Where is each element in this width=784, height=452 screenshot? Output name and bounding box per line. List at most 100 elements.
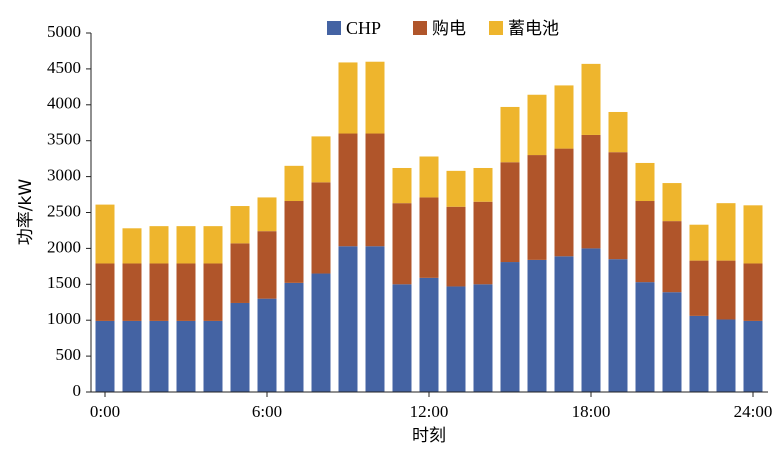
bar-battery-19 bbox=[608, 111, 628, 153]
y-tick-label: 500 bbox=[56, 345, 82, 364]
bar-chp-23 bbox=[716, 319, 736, 392]
bar-chp-3 bbox=[176, 320, 196, 392]
bar-chp-4 bbox=[203, 320, 223, 392]
bar-chp-22 bbox=[689, 315, 709, 392]
bar-chp-9 bbox=[338, 246, 358, 392]
bar-grid-purchase-0 bbox=[95, 263, 115, 321]
bar-grid-purchase-4 bbox=[203, 263, 223, 321]
legend-label: 购电 bbox=[432, 19, 466, 39]
y-tick-label: 4000 bbox=[47, 94, 81, 113]
bar-grid-purchase-1 bbox=[122, 263, 142, 321]
y-tick-label: 0 bbox=[73, 381, 82, 400]
bar-grid-purchase-21 bbox=[662, 221, 682, 293]
bar-battery-15 bbox=[500, 106, 520, 163]
bar-grid-purchase-11 bbox=[392, 203, 412, 285]
bar-grid-purchase-20 bbox=[635, 201, 655, 283]
bar-grid-purchase-10 bbox=[365, 133, 385, 247]
bar-battery-5 bbox=[230, 206, 250, 244]
bar-chp-24 bbox=[743, 320, 763, 392]
bar-battery-22 bbox=[689, 224, 709, 261]
bar-chp-21 bbox=[662, 292, 682, 392]
bar-chp-13 bbox=[446, 286, 466, 392]
bar-grid-purchase-22 bbox=[689, 260, 709, 316]
y-tick-label: 5000 bbox=[47, 22, 81, 41]
legend-swatch bbox=[489, 21, 503, 35]
bar-chp-16 bbox=[527, 259, 547, 392]
bar-battery-23 bbox=[716, 203, 736, 261]
bar-grid-purchase-15 bbox=[500, 162, 520, 263]
bar-chp-20 bbox=[635, 282, 655, 392]
bar-grid-purchase-5 bbox=[230, 243, 250, 303]
y-tick-label: 4500 bbox=[47, 58, 81, 77]
bar-chp-18 bbox=[581, 248, 601, 392]
bar-chp-0 bbox=[95, 320, 115, 392]
y-tick-label: 3000 bbox=[47, 166, 81, 185]
bar-chp-15 bbox=[500, 262, 520, 392]
bar-chp-6 bbox=[257, 298, 277, 392]
bar-grid-purchase-19 bbox=[608, 152, 628, 260]
bar-battery-4 bbox=[203, 226, 223, 264]
y-tick-label: 2500 bbox=[47, 201, 81, 220]
bar-chp-7 bbox=[284, 282, 304, 392]
bar-chp-1 bbox=[122, 320, 142, 392]
bar-chp-2 bbox=[149, 320, 169, 392]
bar-area bbox=[95, 61, 763, 392]
x-tick-label: 18:00 bbox=[572, 402, 611, 421]
bar-battery-9 bbox=[338, 62, 358, 134]
bar-battery-6 bbox=[257, 197, 277, 232]
bar-grid-purchase-7 bbox=[284, 201, 304, 283]
x-tick-label: 0:00 bbox=[90, 402, 120, 421]
bar-battery-20 bbox=[635, 162, 655, 202]
bar-grid-purchase-8 bbox=[311, 182, 331, 274]
bar-chp-8 bbox=[311, 273, 331, 392]
legend-label: CHP bbox=[346, 18, 381, 38]
bar-battery-13 bbox=[446, 170, 466, 207]
bar-battery-3 bbox=[176, 226, 196, 264]
bar-battery-11 bbox=[392, 167, 412, 204]
y-tick-label: 1000 bbox=[47, 309, 81, 328]
bar-grid-purchase-17 bbox=[554, 148, 574, 257]
bar-battery-12 bbox=[419, 156, 439, 198]
bar-battery-10 bbox=[365, 61, 385, 134]
y-ticks: 0 500 1000 1500 2000 2500 3000 3500 4000 4500 5000 bbox=[47, 22, 91, 400]
bar-chp-14 bbox=[473, 284, 493, 392]
legend-label: 蓄电池 bbox=[508, 19, 559, 39]
bar-battery-8 bbox=[311, 136, 331, 183]
bar-battery-1 bbox=[122, 228, 142, 264]
bar-battery-24 bbox=[743, 205, 763, 264]
bar-chp-10 bbox=[365, 246, 385, 392]
x-tick-label: 24:00 bbox=[734, 402, 773, 421]
y-tick-label: 2000 bbox=[47, 237, 81, 256]
bar-chp-12 bbox=[419, 277, 439, 392]
x-tick-label: 6:00 bbox=[252, 402, 282, 421]
legend-swatch bbox=[413, 21, 427, 35]
x-ticks: 0:00 6:00 12:00 18:00 24:00 bbox=[90, 392, 772, 421]
bar-grid-purchase-12 bbox=[419, 197, 439, 278]
bar-grid-purchase-18 bbox=[581, 134, 601, 249]
bar-chp-19 bbox=[608, 259, 628, 392]
bar-battery-2 bbox=[149, 226, 169, 264]
x-tick-label: 12:00 bbox=[410, 402, 449, 421]
bar-grid-purchase-3 bbox=[176, 263, 196, 321]
bar-battery-18 bbox=[581, 63, 601, 135]
bar-chp-11 bbox=[392, 284, 412, 392]
y-tick-label: 1500 bbox=[47, 273, 81, 292]
bar-grid-purchase-6 bbox=[257, 231, 277, 299]
bar-grid-purchase-9 bbox=[338, 133, 358, 247]
bar-battery-14 bbox=[473, 167, 493, 202]
x-axis-label: 时刻 bbox=[412, 426, 446, 446]
bar-chp-17 bbox=[554, 256, 574, 392]
bar-grid-purchase-2 bbox=[149, 263, 169, 321]
y-tick-label: 3500 bbox=[47, 130, 81, 149]
y-axis-label: 功率/kW bbox=[16, 179, 36, 246]
legend-swatch bbox=[327, 21, 341, 35]
bar-grid-purchase-14 bbox=[473, 201, 493, 285]
legend: CHP 购电 蓄电池 bbox=[327, 18, 559, 39]
bar-battery-16 bbox=[527, 94, 547, 156]
bar-grid-purchase-23 bbox=[716, 260, 736, 320]
bar-grid-purchase-16 bbox=[527, 155, 547, 260]
bar-battery-17 bbox=[554, 85, 574, 149]
bar-battery-21 bbox=[662, 183, 682, 222]
bar-battery-0 bbox=[95, 204, 115, 264]
